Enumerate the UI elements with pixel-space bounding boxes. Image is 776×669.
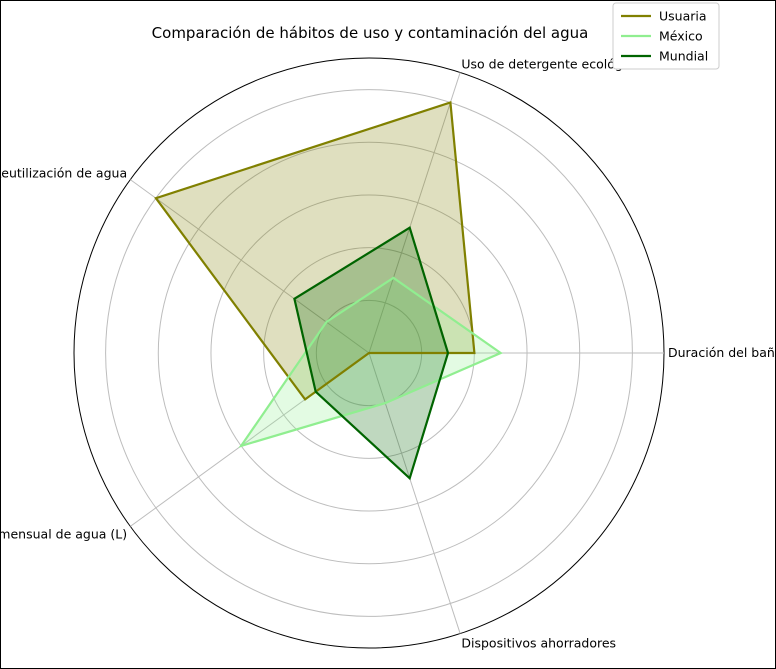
spoke-line [130, 179, 370, 354]
legend-box [612, 2, 720, 70]
axis-label: Duración del baño (min) [668, 345, 775, 360]
radar-series [154, 101, 503, 481]
legend: Usuaria México Mundial [612, 2, 720, 70]
spoke-line [368, 352, 461, 634]
series-line [293, 226, 450, 481]
axis-label: Uso de detergente ecológico [461, 57, 640, 72]
legend-label: México [659, 29, 703, 44]
chart-title: Comparación de hábitos de uso y contamin… [152, 24, 589, 42]
series-area [155, 102, 475, 400]
legend-label: Mundial [659, 49, 708, 64]
legend-label: Usuaria [659, 9, 707, 24]
axis-label: Dispositivos ahorradores [461, 635, 616, 650]
axis-label: Consumo mensual de agua (L) [1, 527, 127, 542]
axis-labels: Duración del baño (min) Uso de detergente… [1, 57, 775, 651]
series-line [238, 276, 503, 448]
axis-label: Reutilización de agua [1, 165, 127, 180]
series-area [241, 277, 501, 446]
series-line [154, 101, 476, 401]
spoke-line [368, 72, 461, 354]
